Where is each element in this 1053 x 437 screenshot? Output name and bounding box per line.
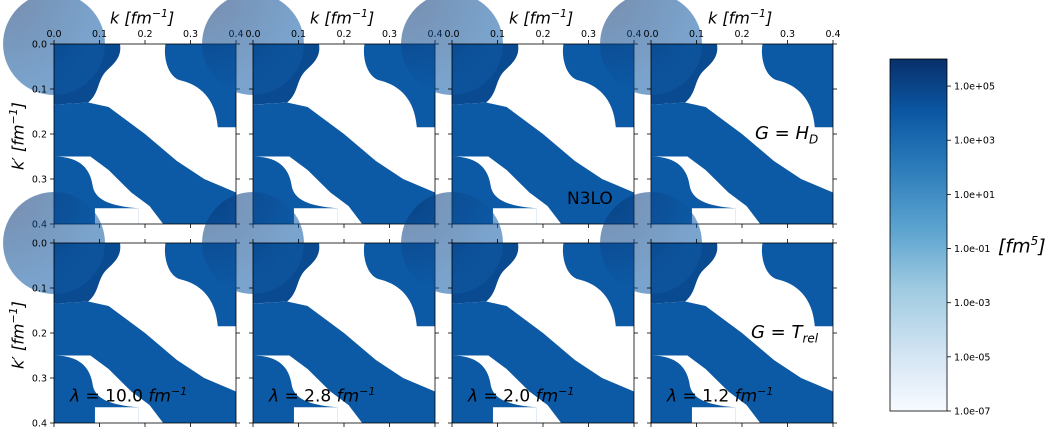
heatmap-gap xyxy=(691,407,736,423)
x-axis-label-2: k [fm−1] xyxy=(310,7,375,28)
heatmap-panel-6 xyxy=(202,192,439,427)
annotation-lambda-2: λ = 2.8 fm−1 xyxy=(269,385,376,407)
colorbar-tick-label: 1.0e-01 xyxy=(954,244,990,255)
heatmap-gap xyxy=(691,208,736,224)
heatmap-gap xyxy=(492,208,537,224)
y-tick-label: 0.2 xyxy=(32,130,47,141)
x-tick-label: 0.0 xyxy=(245,29,260,40)
x-tick-label: 0.0 xyxy=(643,29,658,40)
y-tick-label: 0.1 xyxy=(32,284,47,295)
x-tick-label: 0.2 xyxy=(734,29,749,40)
heatmap-region-bottom-left xyxy=(452,355,537,423)
x-tick-label: 0.2 xyxy=(137,29,152,40)
x-tick-label: 0.0 xyxy=(444,29,459,40)
x-tick-label: 0.1 xyxy=(92,29,107,40)
x-tick-label: 0.1 xyxy=(490,29,505,40)
x-tick-label: 0.1 xyxy=(689,29,704,40)
colorbar-tick-label: 1.0e+05 xyxy=(954,82,995,93)
heatmap-region-diagonal xyxy=(54,301,236,423)
annotation-lambda-1: λ = 10.0 fm−1 xyxy=(70,385,188,407)
x-tick-label: 0.3 xyxy=(183,29,198,40)
colorbar-tick-label: 1.0e-03 xyxy=(954,298,990,309)
annotation-g-trel: G = Trel xyxy=(751,322,819,346)
x-tick-label: 0.2 xyxy=(535,29,550,40)
y-tick-label: 0.0 xyxy=(32,40,47,51)
colorbar-tick-label: 1.0e+01 xyxy=(954,190,995,201)
heatmap-panel-2: 0.00.10.20.30.4 xyxy=(202,0,443,228)
colorbar-tick-label: 1.0e-07 xyxy=(954,407,990,418)
x-tick-label: 0.1 xyxy=(291,29,306,40)
y-tick-label: 0.3 xyxy=(32,374,47,385)
x-axis-label-4: k [fm−1] xyxy=(708,7,773,28)
y-tick-label: 0.3 xyxy=(32,175,47,186)
heatmap-gap xyxy=(94,407,139,423)
heatmap-panel-4: 0.0 0.1 0.2 0.3 0.4 xyxy=(600,0,841,228)
annotation-lambda-3: λ = 2.0 fm−1 xyxy=(468,385,575,407)
x-tick-label: 0.0 xyxy=(46,29,61,40)
colorbar-label: [fm5] xyxy=(998,234,1046,258)
heatmap-region-diagonal xyxy=(54,102,236,224)
heatmap-region-top-right xyxy=(761,44,833,128)
colorbar xyxy=(889,58,948,412)
heatmap-region-diagonal xyxy=(253,301,435,423)
annotation-g-hd: G = HD xyxy=(755,123,819,147)
annotation-n3lo: N3LO xyxy=(567,189,613,209)
heatmap-panel-7 xyxy=(401,192,638,427)
heatmap-panel-8 xyxy=(600,192,837,427)
heatmap-gap xyxy=(94,208,139,224)
heatmap-region-bottom-left xyxy=(253,355,338,423)
y-tick-label: 0.4 xyxy=(32,419,47,430)
heatmap-region-bottom-left xyxy=(651,355,736,423)
heatmap-region-diagonal xyxy=(651,301,833,423)
x-axis-label-1: k [fm−1] xyxy=(110,7,175,28)
heatmap-region-diagonal xyxy=(452,301,634,423)
y-axis-label-bottom: k′ [fm−1] xyxy=(7,301,28,369)
y-tick-label: 0.0 xyxy=(32,239,47,250)
heatmap-gap xyxy=(293,208,338,224)
x-tick-label: 0.3 xyxy=(382,29,397,40)
heatmap-panel-1: 0.00.10.20.30.40.00.10.20.30.4 xyxy=(3,0,244,231)
colorbar-tick-label: 1.0e-05 xyxy=(954,352,990,363)
y-tick-label: 0.2 xyxy=(32,329,47,340)
heatmap-region-diagonal xyxy=(452,102,634,224)
heatmap-region-top-right xyxy=(761,243,833,327)
heatmap-region-diagonal xyxy=(253,102,435,224)
heatmap-gap xyxy=(293,407,338,423)
heatmap-gap xyxy=(492,407,537,423)
colorbar-tick-label: 1.0e+03 xyxy=(954,136,995,147)
y-axis-label-top: k′ [fm−1] xyxy=(7,102,28,170)
annotation-lambda-4: λ = 1.2 fm−1 xyxy=(667,385,774,407)
x-tick-label: 0.4 xyxy=(825,29,840,40)
x-tick-label: 0.3 xyxy=(780,29,795,40)
y-tick-label: 0.1 xyxy=(32,85,47,96)
x-axis-label-3: k [fm−1] xyxy=(509,7,574,28)
heatmap-region-diagonal xyxy=(651,102,833,224)
x-tick-label: 0.2 xyxy=(336,29,351,40)
x-tick-label: 0.3 xyxy=(581,29,596,40)
heatmap-region-bottom-left xyxy=(54,355,139,423)
